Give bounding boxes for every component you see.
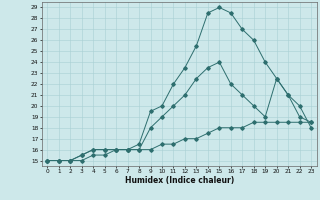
X-axis label: Humidex (Indice chaleur): Humidex (Indice chaleur) [124, 176, 234, 185]
